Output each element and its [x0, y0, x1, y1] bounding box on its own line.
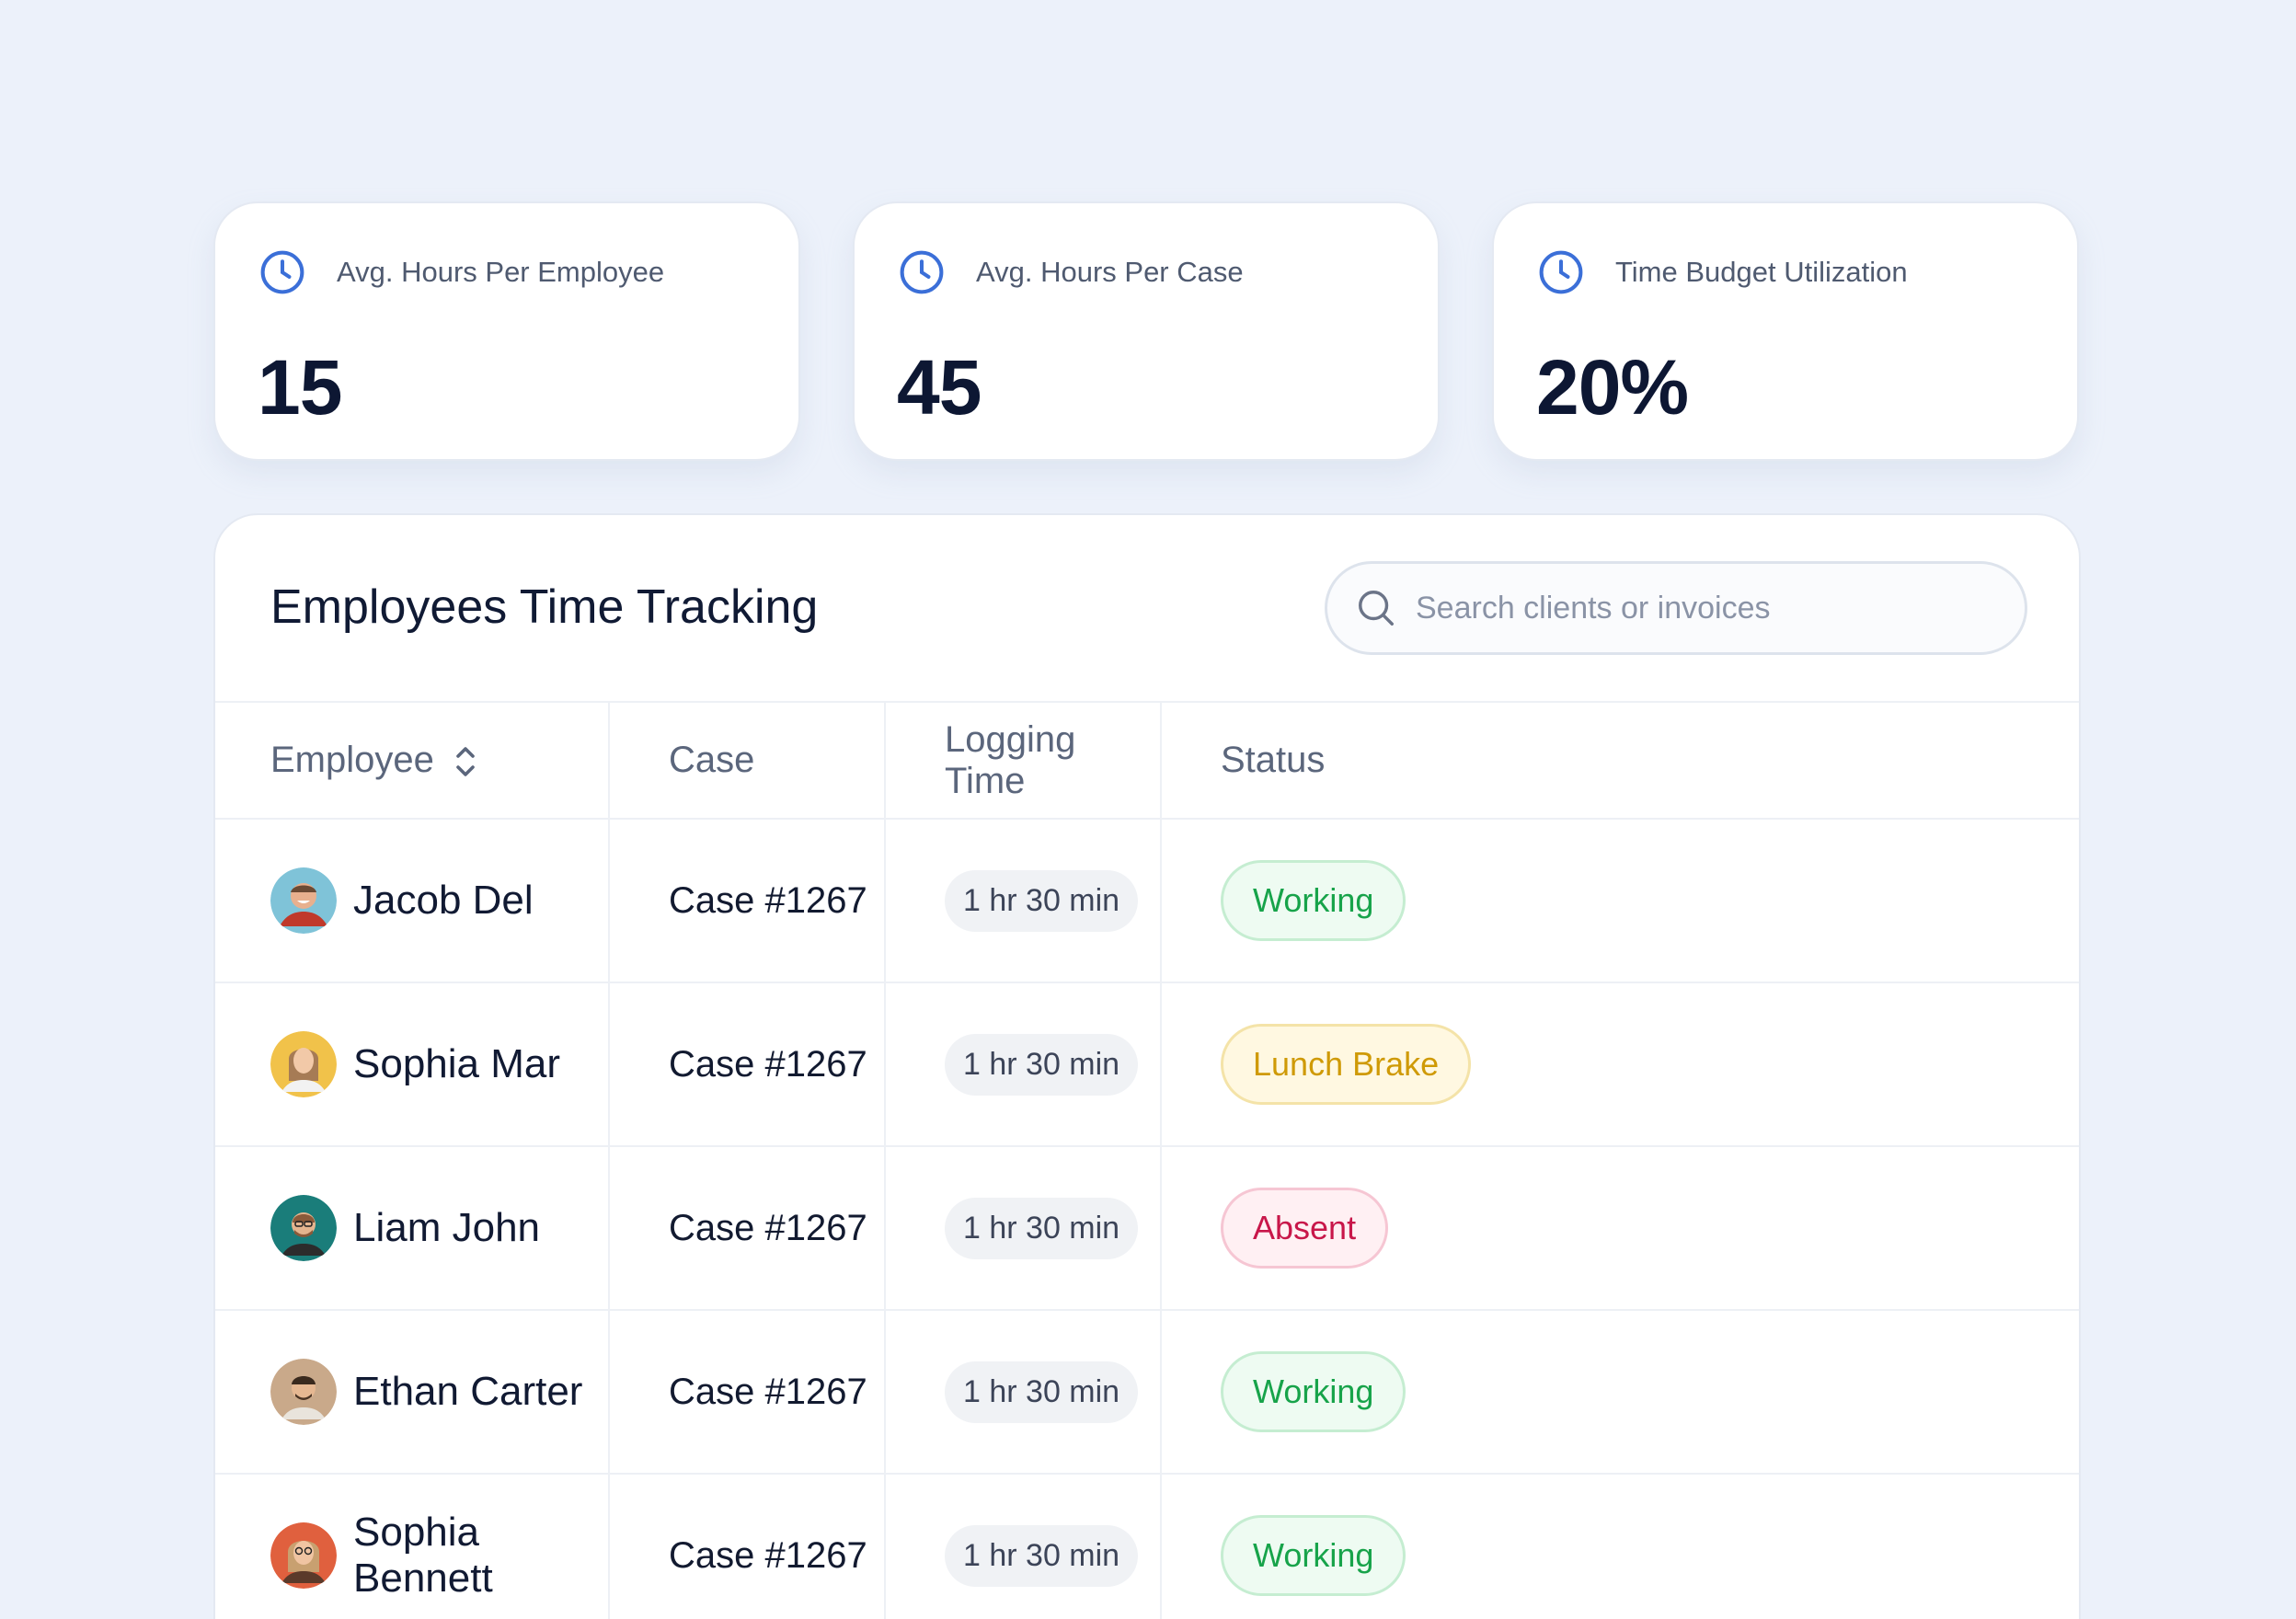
- clock-icon: [900, 250, 944, 294]
- employee-name: Jacob Del: [353, 878, 534, 923]
- column-header-logging-time: Logging Time: [885, 703, 1162, 820]
- status-badge: Absent: [1221, 1188, 1389, 1269]
- avatar: [270, 1359, 337, 1425]
- logging-time-badge: 1 hr 30 min: [945, 1033, 1139, 1096]
- logging-time-badge: 1 hr 30 min: [945, 1197, 1139, 1259]
- case-cell: Case #1267: [609, 819, 886, 983]
- case-cell: Case #1267: [609, 1146, 886, 1311]
- employee-name: Sophia Bennett: [353, 1510, 493, 1601]
- stat-card-time-budget-utilization: Time Budget Utilization 20%: [1492, 201, 2079, 461]
- employee-cell: Liam John: [270, 1195, 608, 1261]
- panel-title: Employees Time Tracking: [270, 580, 819, 634]
- clock-icon: [260, 250, 304, 294]
- case-cell: Case #1267: [609, 1310, 886, 1475]
- sort-icon[interactable]: [453, 743, 478, 780]
- employee-name: Ethan Carter: [353, 1369, 583, 1414]
- table-row[interactable]: Sophia Bennett Case #1267 1 hr 30 min Wo…: [215, 1474, 2079, 1619]
- avatar: [270, 1031, 337, 1097]
- stat-value: 15: [258, 344, 342, 431]
- table-row[interactable]: Liam John Case #1267 1 hr 30 min Absent: [215, 1146, 2079, 1311]
- search-box[interactable]: [1325, 561, 2027, 655]
- stat-label: Time Budget Utilization: [1615, 256, 1908, 288]
- stat-label: Avg. Hours Per Case: [976, 256, 1244, 288]
- table-row[interactable]: Ethan Carter Case #1267 1 hr 30 min Work…: [215, 1310, 2079, 1475]
- avatar: [270, 1522, 337, 1589]
- column-header-employee[interactable]: Employee: [215, 703, 610, 820]
- avatar: [270, 1195, 337, 1261]
- case-cell: Case #1267: [609, 982, 886, 1147]
- stat-value: 20%: [1536, 344, 1689, 431]
- search-input[interactable]: [1416, 590, 2004, 626]
- logging-time-badge: 1 hr 30 min: [945, 869, 1139, 932]
- stat-label: Avg. Hours Per Employee: [337, 256, 665, 288]
- search-icon: [1359, 591, 1394, 626]
- status-badge: Working: [1221, 1351, 1406, 1432]
- employee-cell: Sophia Mar: [270, 1031, 608, 1097]
- employee-name: Sophia Mar: [353, 1041, 561, 1086]
- column-header-label: Employee: [270, 740, 434, 780]
- table-row[interactable]: Sophia Mar Case #1267 1 hr 30 min Lunch …: [215, 982, 2079, 1147]
- column-header-case: Case: [609, 703, 886, 820]
- status-badge: Working: [1221, 860, 1406, 941]
- logging-time-badge: 1 hr 30 min: [945, 1361, 1139, 1423]
- stat-card-avg-hours-case: Avg. Hours Per Case 45: [853, 201, 1440, 461]
- employee-name: Liam John: [353, 1205, 541, 1250]
- status-badge: Lunch Brake: [1221, 1024, 1472, 1105]
- employees-table: Employee Case Logging Time Status Jacob …: [215, 703, 2079, 1619]
- employee-cell: Ethan Carter: [270, 1359, 608, 1425]
- avatar: [270, 867, 337, 934]
- stat-value: 45: [897, 344, 982, 431]
- employee-cell: Sophia Bennett: [270, 1510, 608, 1602]
- table-header-row: Employee Case Logging Time Status: [215, 703, 2079, 820]
- employee-cell: Jacob Del: [270, 867, 608, 934]
- case-cell: Case #1267: [609, 1474, 886, 1619]
- clock-icon: [1539, 250, 1583, 294]
- panel-header: Employees Time Tracking: [215, 515, 2079, 703]
- status-badge: Working: [1221, 1515, 1406, 1596]
- logging-time-badge: 1 hr 30 min: [945, 1524, 1139, 1587]
- time-tracking-panel: Employees Time Tracking Employee Case Lo…: [213, 513, 2081, 1619]
- column-header-status: Status: [1161, 703, 2079, 820]
- stat-card-avg-hours-employee: Avg. Hours Per Employee 15: [213, 201, 800, 461]
- stats-row: Avg. Hours Per Employee 15 Avg. Hours Pe…: [213, 201, 2079, 461]
- table-row[interactable]: Jacob Del Case #1267 1 hr 30 min Working: [215, 819, 2079, 983]
